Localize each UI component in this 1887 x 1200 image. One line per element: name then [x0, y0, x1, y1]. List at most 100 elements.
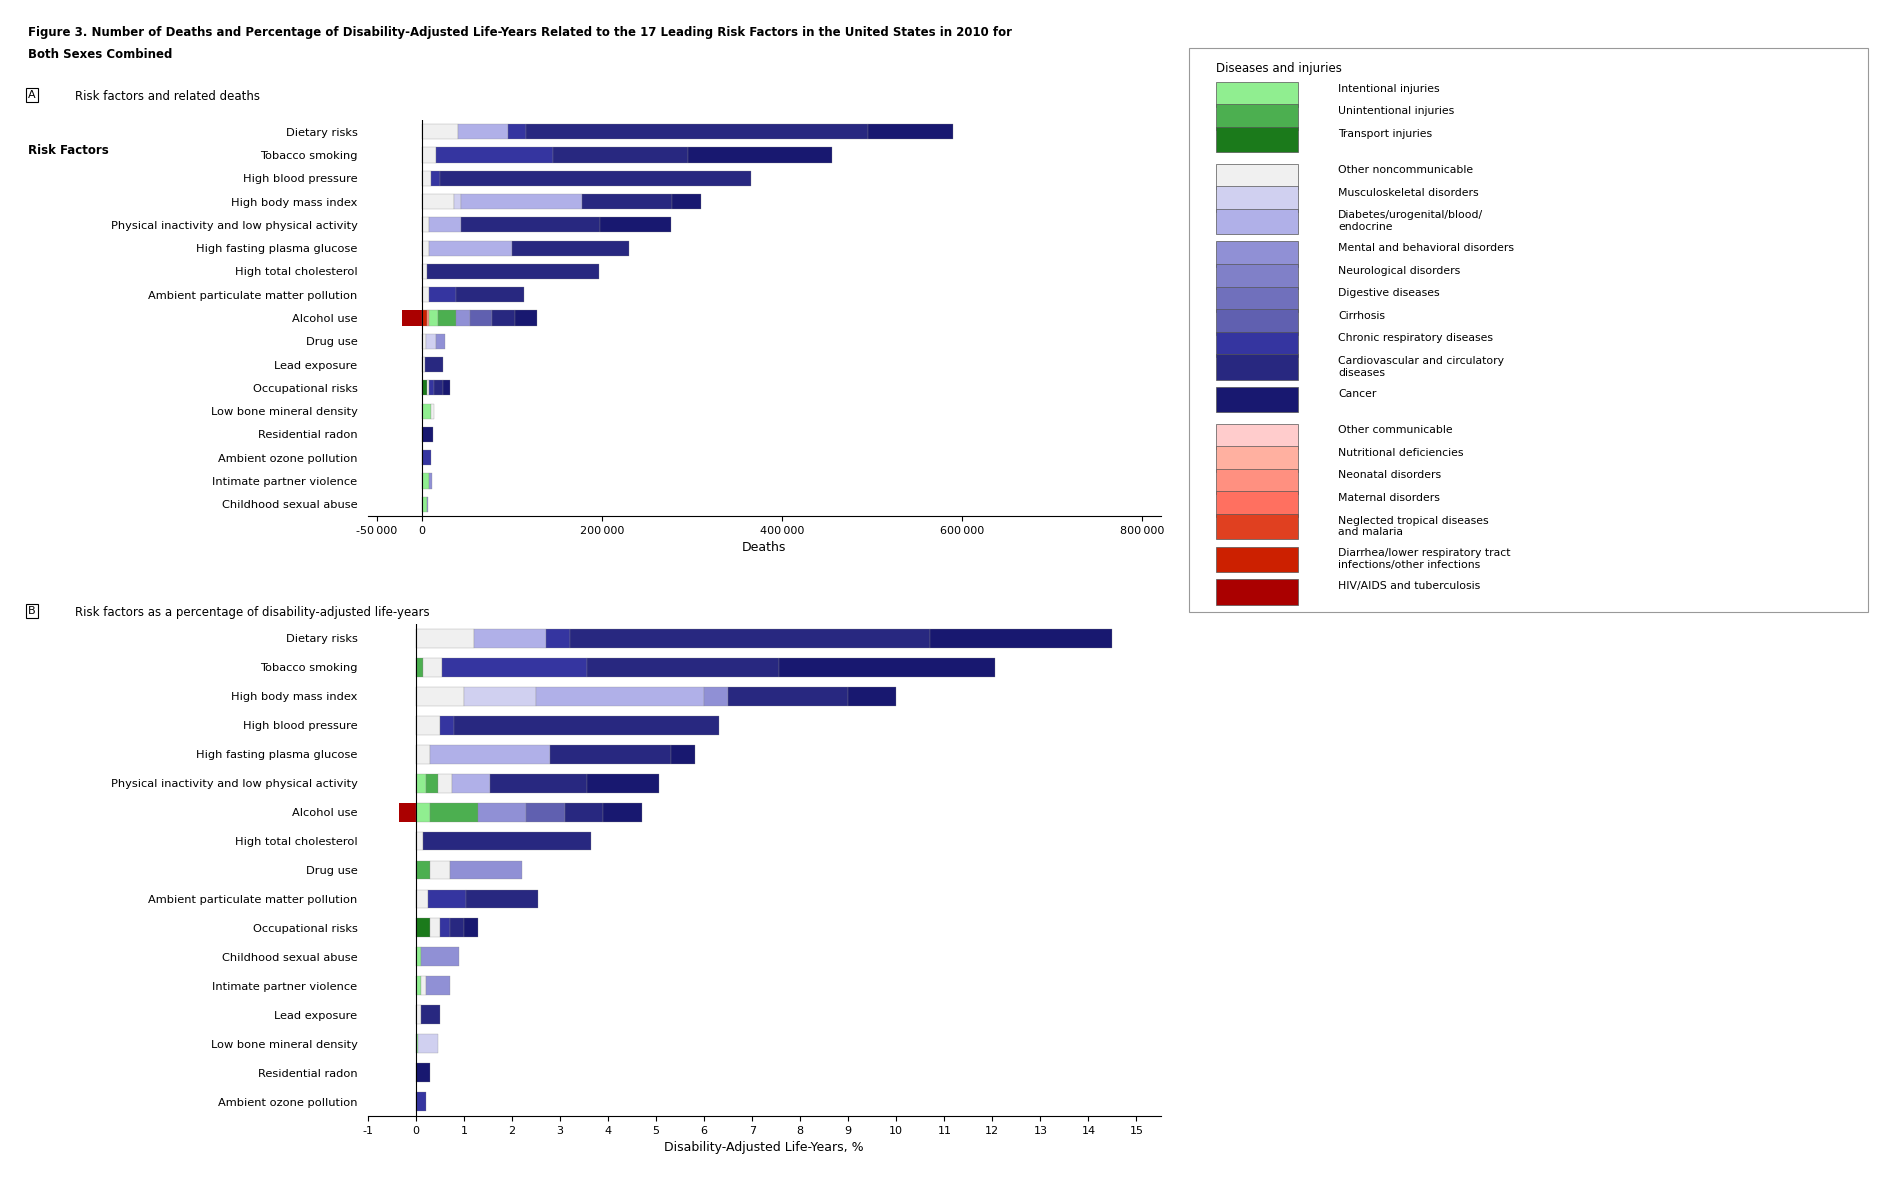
Bar — [449, 918, 464, 937]
Text: Diabetes/urogenital/blood/
endocrine: Diabetes/urogenital/blood/ endocrine — [1338, 210, 1483, 232]
Text: Cirrhosis: Cirrhosis — [1338, 311, 1385, 320]
Text: Diarrhea/lower respiratory tract
infections/other infections: Diarrhea/lower respiratory tract infecti… — [1338, 548, 1511, 570]
Bar — [423, 427, 432, 442]
FancyBboxPatch shape — [1215, 514, 1298, 539]
Bar — [428, 287, 457, 302]
Bar — [426, 334, 436, 349]
Text: Neurological disorders: Neurological disorders — [1338, 265, 1461, 276]
Bar — [423, 832, 591, 851]
FancyBboxPatch shape — [1215, 104, 1298, 130]
Bar — [434, 380, 443, 396]
Bar — [479, 803, 526, 822]
Bar — [515, 311, 538, 325]
Bar — [423, 264, 426, 278]
X-axis label: Disability-Adjusted Life-Years, %: Disability-Adjusted Life-Years, % — [664, 1141, 864, 1154]
Bar — [423, 380, 426, 396]
Bar — [545, 629, 570, 648]
Bar — [430, 745, 551, 763]
Bar — [457, 287, 525, 302]
Bar — [438, 774, 453, 792]
Bar — [526, 803, 564, 822]
Bar — [670, 745, 694, 763]
Bar — [421, 977, 426, 995]
FancyBboxPatch shape — [1215, 491, 1298, 517]
Text: Risk factors as a percentage of disability-adjusted life-years: Risk factors as a percentage of disabili… — [75, 606, 430, 619]
Text: B: B — [28, 606, 36, 616]
Bar — [460, 217, 600, 233]
Bar — [493, 311, 515, 325]
FancyBboxPatch shape — [1189, 48, 1868, 612]
Bar — [440, 170, 751, 186]
Bar — [423, 497, 426, 512]
Bar — [425, 358, 443, 372]
Bar — [415, 745, 430, 763]
FancyBboxPatch shape — [1215, 386, 1298, 413]
Bar — [426, 264, 600, 278]
Bar — [428, 474, 432, 488]
Bar — [423, 474, 428, 488]
FancyBboxPatch shape — [1215, 424, 1298, 449]
Bar — [415, 832, 423, 851]
Bar — [436, 148, 553, 162]
Bar — [440, 918, 449, 937]
Bar — [511, 240, 628, 256]
Bar — [415, 686, 464, 706]
Bar — [415, 629, 474, 648]
FancyBboxPatch shape — [1215, 241, 1298, 266]
Text: HIV/AIDS and tuberculosis: HIV/AIDS and tuberculosis — [1338, 581, 1481, 590]
Bar — [415, 658, 423, 677]
Bar — [415, 1092, 426, 1111]
FancyBboxPatch shape — [1215, 287, 1298, 312]
Bar — [868, 124, 953, 139]
Bar — [728, 686, 849, 706]
Text: A: A — [28, 90, 36, 100]
FancyBboxPatch shape — [1215, 446, 1298, 472]
Bar — [453, 194, 460, 209]
Bar — [415, 1063, 430, 1082]
Bar — [438, 311, 457, 325]
Bar — [423, 403, 430, 419]
Text: Maternal disorders: Maternal disorders — [1338, 493, 1440, 503]
Bar — [423, 240, 428, 256]
Text: Diseases and injuries: Diseases and injuries — [1215, 62, 1342, 76]
Text: Unintentional injuries: Unintentional injuries — [1338, 106, 1455, 116]
Bar — [423, 658, 442, 677]
Bar — [415, 716, 440, 734]
Bar — [583, 194, 672, 209]
Bar — [849, 686, 896, 706]
Text: Cancer: Cancer — [1338, 389, 1378, 398]
Bar — [464, 918, 479, 937]
Bar — [430, 170, 440, 186]
Text: Neglected tropical diseases
and malaria: Neglected tropical diseases and malaria — [1338, 516, 1489, 538]
Text: Transport injuries: Transport injuries — [1338, 128, 1432, 139]
Bar — [415, 948, 421, 966]
Bar — [536, 686, 704, 706]
Bar — [402, 311, 423, 325]
Bar — [423, 148, 436, 162]
FancyBboxPatch shape — [1215, 186, 1298, 211]
Bar — [491, 774, 587, 792]
Bar — [564, 803, 604, 822]
Bar — [428, 889, 466, 908]
Bar — [421, 948, 459, 966]
Text: Neonatal disorders: Neonatal disorders — [1338, 470, 1442, 480]
Bar — [415, 889, 428, 908]
Text: Chronic respiratory diseases: Chronic respiratory diseases — [1338, 334, 1493, 343]
Bar — [415, 977, 421, 995]
Bar — [423, 170, 430, 186]
Bar — [604, 803, 642, 822]
Bar — [457, 311, 470, 325]
Bar — [428, 240, 511, 256]
Text: Risk Factors: Risk Factors — [28, 144, 109, 157]
Bar — [430, 803, 479, 822]
Text: Figure 3. Number of Deaths and Percentage of Disability-Adjusted Life-Years Rela: Figure 3. Number of Deaths and Percentag… — [28, 26, 1011, 40]
Bar — [415, 774, 426, 792]
Bar — [455, 716, 719, 734]
Bar — [460, 194, 583, 209]
Text: Risk factors and related deaths: Risk factors and related deaths — [75, 90, 260, 103]
Bar — [426, 311, 428, 325]
Bar — [600, 217, 670, 233]
FancyBboxPatch shape — [1215, 469, 1298, 494]
Bar — [474, 629, 545, 648]
Text: Both Sexes Combined: Both Sexes Combined — [28, 48, 174, 61]
